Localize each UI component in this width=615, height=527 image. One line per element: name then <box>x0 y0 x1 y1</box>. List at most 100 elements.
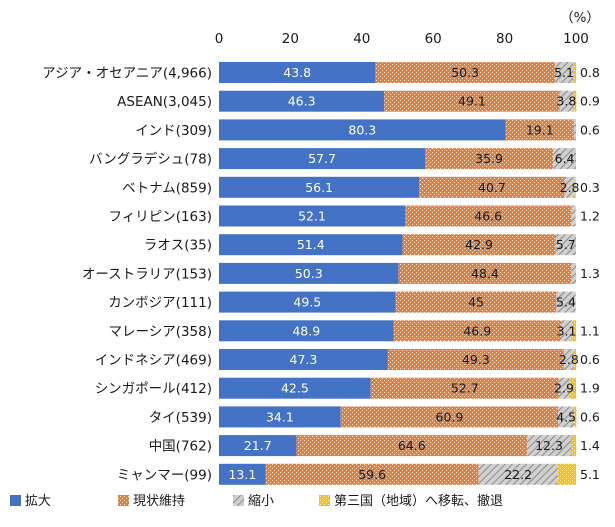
x-axis-ticks: 0 20 40 60 80 100 <box>215 31 589 47</box>
category-label: ベトナム(859) <box>122 180 212 196</box>
data-label: 43.8 <box>283 65 311 80</box>
bar-segment <box>375 62 555 83</box>
data-label: 2.9 <box>554 381 574 396</box>
data-label: 4.5 <box>556 409 576 424</box>
bar-segment <box>387 349 564 370</box>
data-label: 0.8 <box>580 65 600 80</box>
data-label: 6.4 <box>555 151 575 166</box>
bar-segment <box>557 463 576 485</box>
bar-segment <box>402 234 556 256</box>
x-tick-label: 80 <box>496 31 513 47</box>
legend-swatch <box>233 495 244 506</box>
data-label: 13.1 <box>228 467 256 482</box>
data-label: 52.1 <box>298 209 326 224</box>
data-label: 1.9 <box>580 381 600 396</box>
data-label: 1.3 <box>580 266 600 281</box>
bar-segment <box>219 148 425 170</box>
data-label: 35.9 <box>475 151 503 166</box>
bar-segment <box>219 62 376 83</box>
legend: 拡大 現状維持 縮小 第三国（地域）へ移転、撤退 <box>10 493 503 509</box>
bar-segment <box>571 435 576 457</box>
bar-segment <box>398 262 572 284</box>
category-label: ラオス(35) <box>144 238 212 254</box>
data-label: 47.3 <box>290 352 318 367</box>
bar-segment <box>265 463 479 485</box>
bar-segment <box>404 205 572 227</box>
category-label: インドネシア(469) <box>95 353 212 369</box>
bar-segment <box>505 119 574 141</box>
bar-segment <box>559 90 574 112</box>
data-label: 49.5 <box>293 295 321 310</box>
bar-segment <box>572 320 576 342</box>
data-label: 48.9 <box>292 323 320 338</box>
bar-segment <box>556 291 576 313</box>
data-label: 46.3 <box>288 94 316 109</box>
data-label: 42.9 <box>465 237 493 252</box>
data-label: 49.3 <box>462 352 490 367</box>
bar-segment <box>219 406 341 428</box>
bar-segment <box>393 320 562 342</box>
unit-label: （%） <box>560 10 600 26</box>
bar-segment <box>571 262 576 284</box>
bar-segment <box>384 90 560 112</box>
bar-segment <box>219 320 394 342</box>
legend-label: 拡大 <box>25 494 51 509</box>
bar-segment <box>219 119 506 141</box>
category-label: アジア・オセアニア(4,966) <box>42 66 212 82</box>
bar-segment <box>478 463 558 485</box>
category-label: オーストラリア(153) <box>82 266 212 282</box>
bar-segment <box>296 435 528 457</box>
x-tick-label: 60 <box>425 31 442 47</box>
data-label: 22.2 <box>504 467 532 482</box>
data-label: 1.1 <box>580 323 600 338</box>
bars: 43.8 50.3 5.1 0.8 46.3 49.1 3.8 0.9 80.3 19.1 0.6 5… <box>219 62 600 485</box>
bar-segment <box>219 463 266 485</box>
data-label: 2.8 <box>560 180 580 195</box>
bar-segment <box>219 262 399 284</box>
data-label: 0.6 <box>580 122 600 137</box>
data-label: 3.1 <box>557 323 577 338</box>
data-label: 0.3 <box>580 180 600 195</box>
x-tick-label: 20 <box>282 31 299 47</box>
bar-segment <box>573 119 576 141</box>
category-labels: アジア・オセアニア(4,966) ASEAN(3,045) インド(309) バングラ… <box>42 66 212 484</box>
bar-segment <box>555 234 576 256</box>
bar-segment <box>563 349 574 370</box>
data-label: 5.7 <box>556 237 576 252</box>
bar-segment <box>219 176 420 198</box>
data-label: 1.4 <box>580 438 600 453</box>
bar-segment <box>219 377 371 399</box>
bar-segment <box>424 148 554 170</box>
bar-segment <box>219 234 403 256</box>
bar-segment <box>554 62 574 83</box>
bar-segment <box>573 62 576 83</box>
data-label: 51.4 <box>297 237 325 252</box>
data-label: 59.6 <box>358 467 386 482</box>
data-label: 19.1 <box>526 122 554 137</box>
data-label: 52.7 <box>451 381 479 396</box>
category-label: ASEAN(3,045) <box>117 94 212 110</box>
data-label: 5.4 <box>556 295 576 310</box>
bar-segment <box>219 435 297 457</box>
data-label: 5.1 <box>554 65 574 80</box>
data-label: 34.1 <box>266 409 294 424</box>
data-label: 50.3 <box>451 65 479 80</box>
bar-segment <box>571 205 576 227</box>
data-label: 64.6 <box>398 438 426 453</box>
bar-segment <box>569 377 576 399</box>
bar-segment <box>573 90 577 112</box>
data-label: 3.8 <box>556 94 576 109</box>
bar-segment <box>558 406 575 428</box>
category-label: バングラデシュ(78) <box>89 151 212 168</box>
bar-segment <box>558 377 570 399</box>
legend-swatch <box>118 495 129 506</box>
category-label: ミャンマー(99) <box>117 467 212 483</box>
bar-segment <box>574 406 577 428</box>
bar-segment <box>395 291 557 313</box>
data-label: 50.3 <box>295 266 323 281</box>
bar-segment <box>527 435 572 457</box>
bar-segment <box>564 176 575 198</box>
data-label: 57.7 <box>308 151 336 166</box>
data-label: 48.4 <box>471 266 499 281</box>
